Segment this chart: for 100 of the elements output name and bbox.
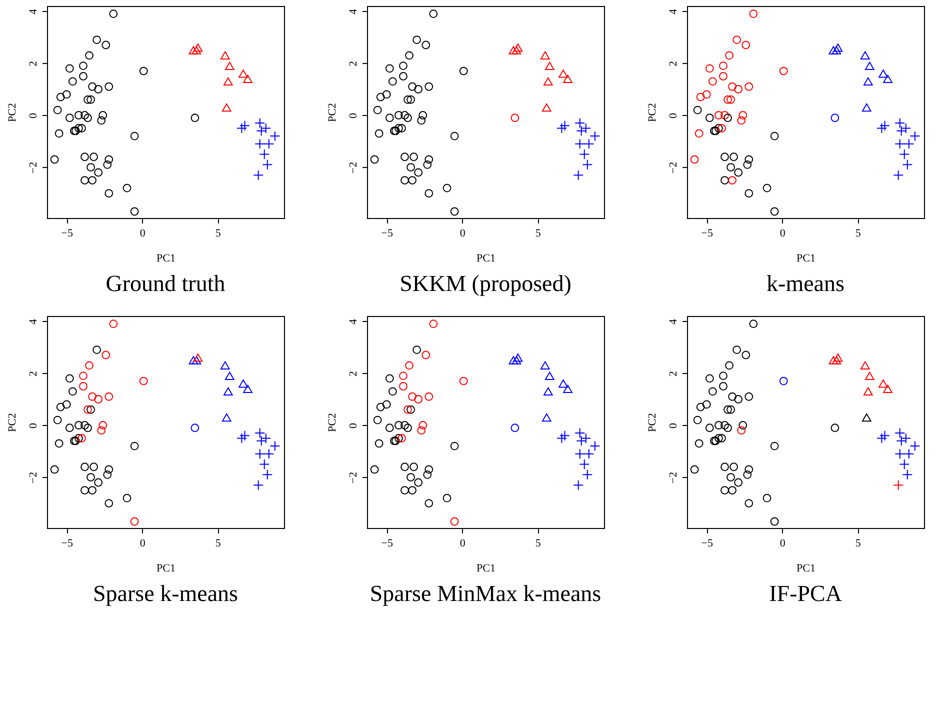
point (459, 66, 468, 76)
point (65, 374, 74, 383)
point (738, 111, 748, 120)
point (404, 95, 412, 104)
point (240, 430, 250, 441)
point (828, 356, 838, 364)
x-tick-label: 5 (535, 538, 542, 550)
point (714, 421, 723, 430)
y-tick-label: 2 (668, 370, 680, 376)
point (744, 392, 754, 401)
point (192, 46, 202, 54)
point (85, 51, 94, 60)
point (894, 448, 906, 460)
point (878, 380, 888, 388)
point (734, 395, 743, 404)
point (422, 350, 430, 360)
y-tick-label: −2 (348, 472, 360, 484)
point (732, 36, 742, 44)
point (450, 207, 459, 216)
point (705, 374, 714, 383)
point (584, 448, 594, 460)
point (725, 361, 734, 370)
point (94, 395, 103, 404)
point (705, 424, 714, 432)
point (410, 152, 418, 162)
point (910, 130, 920, 142)
point (86, 473, 95, 482)
point (104, 392, 114, 401)
point (508, 46, 518, 54)
point (694, 439, 704, 448)
point (418, 111, 428, 120)
point (399, 382, 408, 390)
point (86, 163, 95, 172)
point (424, 392, 434, 401)
point (513, 353, 523, 362)
point (399, 62, 408, 70)
point (744, 465, 754, 474)
point (414, 85, 423, 94)
point (370, 155, 379, 164)
point (74, 421, 83, 430)
point (590, 130, 600, 142)
y-tick-label: −2 (348, 162, 360, 174)
point (702, 90, 711, 99)
point (690, 465, 699, 474)
point (828, 46, 838, 54)
y-axis-title: PC2 (646, 103, 658, 122)
point (730, 152, 738, 162)
point (62, 90, 71, 99)
point (222, 103, 232, 112)
point (576, 126, 587, 136)
x-tick-label: 0 (460, 538, 466, 550)
point (406, 95, 415, 104)
point (863, 387, 873, 396)
point (86, 405, 95, 414)
point (459, 376, 468, 386)
x-tick-label: 0 (140, 538, 146, 550)
point (224, 62, 234, 70)
point (243, 384, 252, 393)
point (543, 387, 553, 396)
point (398, 124, 406, 132)
y-tick-label: 0 (28, 422, 40, 428)
point (80, 176, 89, 184)
point (902, 469, 913, 480)
x-axis-title: PC1 (796, 252, 816, 264)
point (84, 424, 92, 432)
point (79, 72, 88, 80)
point (130, 517, 139, 526)
point (726, 163, 735, 172)
point (749, 10, 758, 18)
x-tick-label: −5 (381, 228, 394, 240)
point (894, 138, 906, 150)
point (270, 130, 280, 142)
point (512, 46, 522, 54)
point (92, 346, 102, 354)
point (544, 372, 554, 380)
point (238, 380, 248, 388)
point (80, 421, 89, 430)
point (862, 103, 872, 112)
point (104, 189, 114, 198)
point (243, 74, 252, 83)
y-tick-label: 4 (348, 8, 360, 14)
y-tick-label: 0 (668, 422, 680, 428)
point (394, 434, 403, 442)
point (388, 77, 397, 86)
point (222, 413, 232, 422)
point (860, 361, 870, 370)
point (256, 436, 267, 446)
point (104, 465, 114, 474)
point (78, 434, 86, 442)
y-tick-label: 0 (668, 112, 680, 118)
point (582, 469, 593, 480)
point (899, 149, 910, 160)
point (832, 356, 842, 364)
point (574, 138, 586, 150)
point (130, 132, 139, 140)
point (406, 473, 415, 482)
point (414, 395, 423, 404)
point (88, 176, 96, 184)
point (86, 95, 95, 104)
point (720, 421, 729, 430)
